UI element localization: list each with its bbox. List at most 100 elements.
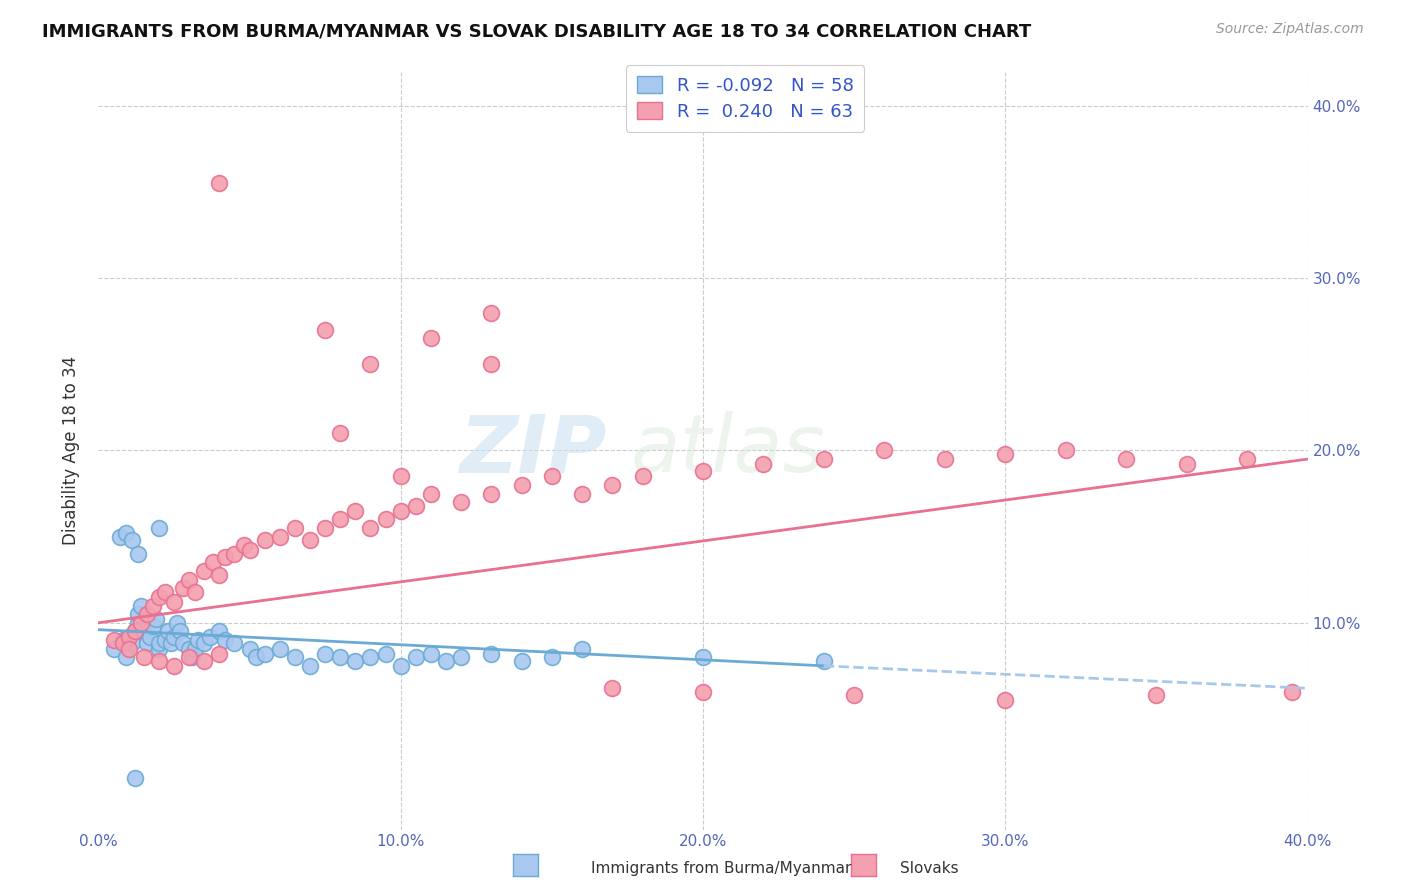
- Point: [108, 530, 131, 544]
- Point: [1175, 457, 1198, 471]
- Point: [187, 633, 209, 648]
- Point: [163, 658, 186, 673]
- Point: [1054, 443, 1077, 458]
- Point: [389, 504, 412, 518]
- Point: [169, 624, 191, 639]
- Point: [510, 478, 533, 492]
- Point: [994, 447, 1017, 461]
- Point: [148, 641, 170, 656]
- Point: [172, 582, 194, 596]
- Point: [844, 688, 866, 702]
- Point: [208, 177, 231, 191]
- Point: [214, 633, 236, 648]
- Point: [1115, 452, 1137, 467]
- Point: [314, 521, 336, 535]
- Point: [299, 658, 322, 673]
- Point: [224, 547, 246, 561]
- Point: [813, 654, 835, 668]
- Point: [360, 521, 382, 535]
- Point: [145, 612, 167, 626]
- Point: [602, 681, 624, 696]
- Point: [284, 521, 307, 535]
- Point: [284, 650, 307, 665]
- Point: [208, 567, 231, 582]
- Point: [813, 452, 835, 467]
- Point: [481, 305, 503, 319]
- Point: [148, 521, 170, 535]
- Point: [163, 630, 186, 644]
- Point: [434, 654, 457, 668]
- Point: [374, 512, 396, 526]
- Point: [1236, 452, 1258, 467]
- Point: [934, 452, 956, 467]
- Point: [873, 443, 896, 458]
- Point: [253, 647, 276, 661]
- Point: [114, 650, 136, 665]
- Point: [314, 323, 336, 337]
- Point: [184, 641, 207, 656]
- Point: [420, 486, 443, 500]
- Point: [118, 630, 141, 644]
- Point: [153, 633, 176, 648]
- Point: [124, 771, 146, 785]
- Point: [239, 641, 262, 656]
- Point: [329, 650, 352, 665]
- Point: [103, 633, 125, 648]
- Point: [160, 636, 183, 650]
- Point: [193, 564, 215, 578]
- Point: [124, 624, 146, 639]
- Point: [208, 647, 231, 661]
- Point: [510, 654, 533, 668]
- Point: [132, 650, 155, 665]
- Point: [631, 469, 654, 483]
- Point: [1281, 684, 1303, 698]
- Point: [692, 464, 714, 478]
- Point: [114, 526, 136, 541]
- Point: [389, 658, 412, 673]
- Point: [127, 615, 149, 630]
- Point: [153, 584, 176, 599]
- Point: [132, 624, 155, 639]
- Point: [481, 486, 503, 500]
- Point: [571, 486, 593, 500]
- Point: [172, 636, 194, 650]
- Point: [135, 636, 157, 650]
- Point: [142, 599, 165, 613]
- Point: [202, 556, 225, 570]
- Point: [239, 543, 262, 558]
- Point: [118, 630, 141, 644]
- Point: [245, 650, 267, 665]
- Point: [121, 533, 143, 547]
- Point: [129, 599, 152, 613]
- Point: [179, 650, 201, 665]
- Point: [540, 469, 562, 483]
- Point: [179, 573, 201, 587]
- Point: [374, 647, 396, 661]
- Point: [344, 654, 367, 668]
- Point: [193, 636, 215, 650]
- Point: [360, 650, 382, 665]
- Text: Immigrants from Burma/Myanmar: Immigrants from Burma/Myanmar: [591, 861, 851, 876]
- Point: [752, 457, 775, 471]
- Point: [329, 512, 352, 526]
- Point: [163, 595, 186, 609]
- Point: [103, 641, 125, 656]
- Point: [299, 533, 322, 547]
- Point: [118, 641, 141, 656]
- Text: atlas: atlas: [630, 411, 825, 490]
- Point: [111, 636, 134, 650]
- Point: [1144, 688, 1167, 702]
- Point: [214, 550, 236, 565]
- Point: [481, 647, 503, 661]
- Point: [360, 357, 382, 371]
- Point: [314, 647, 336, 661]
- Point: [692, 684, 714, 698]
- Text: ZIP: ZIP: [458, 411, 606, 490]
- Point: [148, 654, 170, 668]
- Point: [224, 636, 246, 650]
- Point: [450, 650, 472, 665]
- Y-axis label: Disability Age 18 to 34: Disability Age 18 to 34: [62, 356, 80, 545]
- Point: [124, 624, 146, 639]
- Point: [121, 636, 143, 650]
- Point: [111, 633, 134, 648]
